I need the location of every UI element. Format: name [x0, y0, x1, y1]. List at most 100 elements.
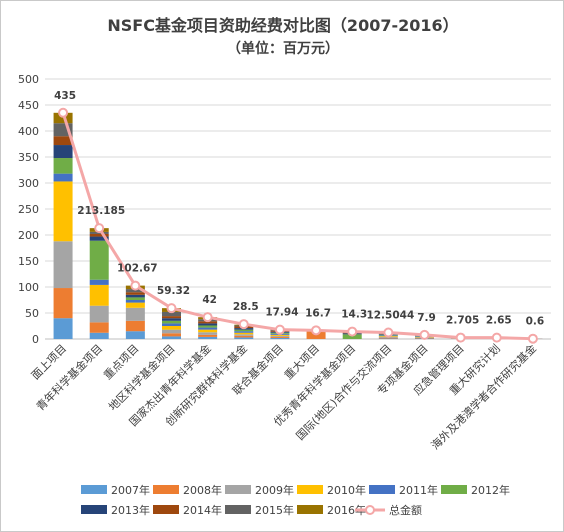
- total-data-label: 213.185: [77, 205, 125, 217]
- bar-segment: [125, 294, 145, 298]
- total-point: [347, 326, 358, 337]
- bar-segment: [342, 334, 362, 339]
- total-data-label: 16.7: [305, 307, 331, 319]
- bar-segment: [125, 297, 145, 300]
- legend-label: 2015年: [255, 503, 294, 517]
- legend-swatch: [369, 485, 395, 494]
- legend-label: 2013年: [111, 503, 150, 517]
- bars: [53, 112, 543, 339]
- bar-segment: [162, 318, 181, 321]
- total-point: [94, 223, 105, 234]
- legend-swatch: [153, 505, 179, 514]
- legend-swatch: [225, 485, 251, 494]
- bar-segment: [89, 233, 109, 237]
- bar-segment: [198, 334, 218, 337]
- bar-segment: [89, 279, 109, 285]
- legend-swatch: [81, 485, 107, 494]
- bar-segment: [234, 334, 254, 336]
- y-tick-label: 150: [18, 255, 39, 268]
- legend-label: 2016年: [327, 503, 366, 517]
- bar-segment: [53, 288, 73, 319]
- bar-segment: [198, 329, 218, 333]
- total-data-label: 0.6: [526, 316, 545, 328]
- bar-segment: [378, 338, 398, 339]
- total-point: [383, 327, 394, 338]
- bar-segment: [162, 329, 181, 334]
- bar-segment: [198, 323, 218, 326]
- total-point: [491, 332, 502, 343]
- bar-segment: [53, 112, 73, 124]
- bar-segment: [198, 336, 218, 339]
- total-data-label: 28.5: [233, 301, 259, 313]
- total-point: [130, 280, 141, 291]
- legend-label: 2014年: [183, 503, 222, 517]
- bar-segment: [234, 337, 254, 339]
- total-point: [202, 312, 213, 323]
- bar-segment: [89, 284, 109, 306]
- legend-label: 2008年: [183, 483, 222, 497]
- total-data-label: 42: [202, 294, 217, 306]
- bar-segment: [53, 181, 73, 242]
- x-category-label: 青年科学基金项目: [33, 341, 105, 413]
- legend-label: 2009年: [255, 483, 294, 497]
- bar-segment: [89, 240, 109, 280]
- legend-swatch: [153, 485, 179, 494]
- legend-swatch: [297, 505, 323, 514]
- legend-swatch: [297, 485, 323, 494]
- bar-segment: [89, 305, 109, 323]
- legend-swatch: [81, 505, 107, 514]
- bar-segment: [234, 332, 254, 335]
- bar-segment: [53, 136, 73, 146]
- legend-swatch: [441, 485, 467, 494]
- legend-line-marker: [365, 505, 375, 515]
- total-data-label: 2.705: [446, 315, 479, 327]
- legend: 2007年 2008年 2009年 2010年 2011年 2012年 2013年 2014年…: [81, 483, 510, 517]
- bar-segment: [270, 336, 290, 338]
- y-tick-label: 250: [18, 203, 39, 216]
- total-line-path: [61, 112, 533, 341]
- bar-segment: [125, 307, 145, 321]
- bar-segment: [53, 241, 73, 289]
- bar-segment: [53, 318, 73, 339]
- total-data-label: 102.67: [117, 263, 158, 275]
- legend-label: 2012年: [471, 483, 510, 497]
- total-data-label: 12.5044: [366, 309, 414, 321]
- bar-segment: [378, 337, 398, 339]
- bar-segment: [198, 327, 218, 330]
- total-data-label: 14.3: [341, 309, 367, 321]
- data-labels: 435 213.185 102.67 59.32 42 28.5 17.94 16.7 14.3…: [54, 90, 544, 328]
- bar-segment: [234, 335, 254, 338]
- total-data-label: 59.32: [157, 285, 190, 297]
- y-tick-label: 350: [18, 151, 39, 164]
- bar-segment: [125, 300, 145, 303]
- total-point: [527, 333, 538, 344]
- bar-segment: [162, 336, 181, 339]
- y-tick-label: 200: [18, 229, 39, 242]
- total-data-label: 7.9: [417, 312, 436, 324]
- x-axis: 面上项目青年科学基金项目重点项目地区科学基金项目国家杰出青年科学基金创新研究群体…: [29, 341, 539, 452]
- y-tick-label: 500: [18, 73, 39, 86]
- total-point: [311, 325, 322, 336]
- chart-title: NSFC基金项目资助经费对比图（2007-2016）: [107, 16, 458, 35]
- bar-segment: [162, 323, 181, 326]
- legend-label: 2011年: [399, 483, 438, 497]
- y-tick-label: 100: [18, 281, 39, 294]
- legend-label: 总金额: [389, 503, 422, 517]
- y-tick-label: 400: [18, 125, 39, 138]
- bar-segment: [125, 302, 145, 308]
- bar-segment: [270, 334, 290, 336]
- bar-segment: [162, 320, 181, 324]
- bar-segment: [198, 332, 218, 335]
- bar-segment: [162, 333, 181, 337]
- bar-segment: [125, 292, 145, 295]
- bar-segment: [89, 332, 109, 339]
- bar-segment: [198, 325, 218, 328]
- x-category-label: 地区科学基金项目: [105, 341, 177, 413]
- total-data-label: 2.65: [486, 315, 512, 327]
- bar-segment: [125, 331, 145, 339]
- total-point: [274, 324, 285, 335]
- bar-segment: [270, 335, 290, 337]
- bar-segment: [162, 316, 181, 319]
